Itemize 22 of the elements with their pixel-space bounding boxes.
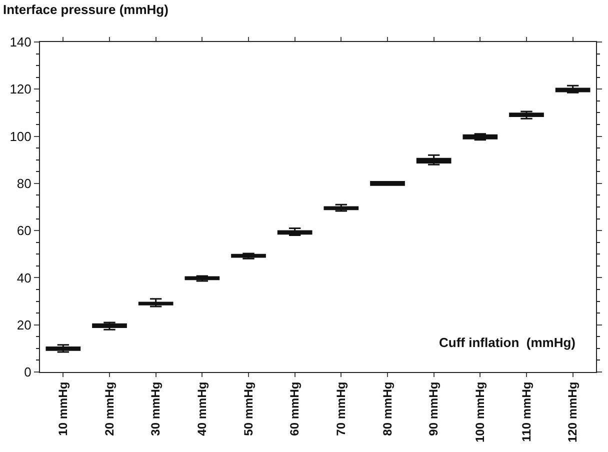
x-tick-label: 50 mmHg — [241, 382, 256, 436]
y-axis-title: Interface pressure (mmHg) — [3, 2, 168, 17]
y-tick-label: 0 — [24, 364, 32, 380]
x-tick-label: 20 mmHg — [102, 382, 116, 436]
x-tick-label: 70 mmHg — [334, 382, 348, 436]
y-tick-label: 140 — [10, 34, 32, 50]
x-tick-label: 80 mmHg — [380, 382, 394, 436]
x-axis-title: Cuff inflation (mmHg) — [439, 335, 576, 350]
y-tick-label: 80 — [16, 176, 32, 191]
x-tick-label: 110 mmHg — [519, 382, 534, 442]
x-tick-label: 40 mmHg — [195, 382, 210, 436]
x-tick-label: 120 mmHg — [566, 382, 580, 443]
x-tick-label: 100 mmHg — [473, 382, 488, 443]
y-tick-label: 40 — [16, 270, 32, 286]
y-tick-label: 20 — [16, 317, 32, 332]
x-tick-label: 30 mmHg — [148, 382, 163, 436]
y-tick-label: 120 — [10, 82, 32, 97]
x-tick-label: 90 mmHg — [426, 382, 441, 436]
y-tick-label: 100 — [10, 128, 32, 144]
y-tick-label: 60 — [16, 223, 32, 238]
x-tick-label: 60 mmHg — [288, 382, 302, 436]
x-tick-label: 10 mmHg — [56, 382, 70, 436]
